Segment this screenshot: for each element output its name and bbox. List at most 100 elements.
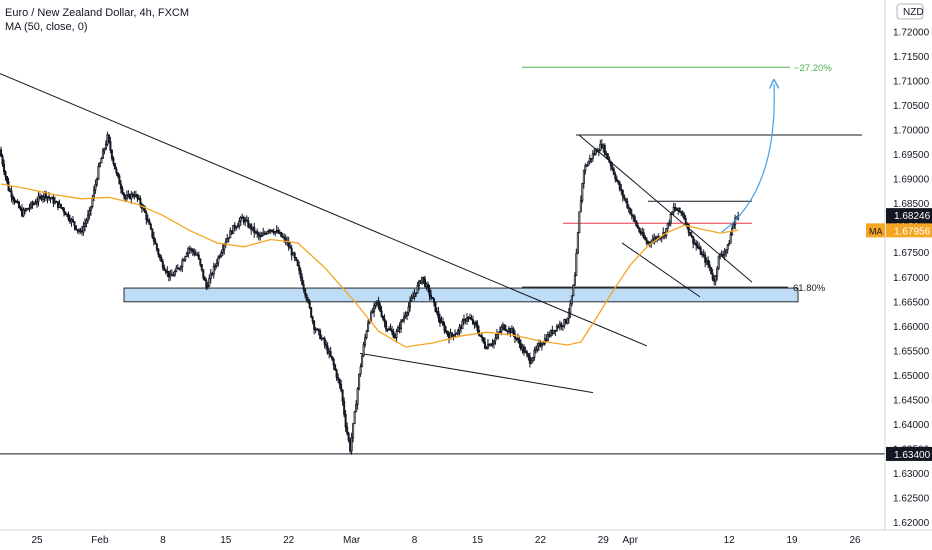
candle [85,217,88,228]
candle [406,311,409,321]
flag-upper-line[interactable] [578,134,753,283]
candle [211,271,214,277]
candle [433,297,436,307]
candle [410,294,413,303]
candle [74,225,77,231]
candle [19,205,22,212]
x-tick-label: Apr [622,535,638,546]
candle [155,243,158,252]
target-label: ~27.20% [794,63,832,74]
candle [690,230,693,239]
candle [440,316,443,324]
flag-lower-line[interactable] [621,242,701,298]
candle [341,389,344,406]
candle [486,338,489,350]
candle [473,321,476,329]
y-tick-label: 1.71000 [893,76,930,87]
candle [253,222,256,238]
candle [722,250,725,258]
candle [188,245,191,255]
candle [587,160,590,166]
candle [434,302,437,313]
candle [548,331,551,338]
candle [638,226,641,234]
candle [308,299,311,310]
candle [344,410,347,432]
candle [442,317,445,327]
candle [349,437,352,454]
candle [233,222,236,232]
candle [407,302,410,316]
candle [572,284,575,297]
candle [170,269,173,276]
candle [38,192,41,200]
candle [707,256,710,269]
candle [235,225,238,231]
candle [68,214,71,225]
candle [346,422,349,436]
candle [606,153,609,160]
candle [332,357,335,370]
candle [720,250,723,257]
candle [179,265,182,272]
candle [555,324,558,332]
candle [128,193,131,200]
candle [313,319,316,335]
candle [67,211,70,222]
candle [591,150,594,163]
candle [600,138,603,150]
candle [260,232,263,237]
candle [409,296,412,312]
y-tick-label: 1.64500 [893,395,930,406]
wedge-lower-line[interactable] [359,352,594,394]
candle [615,175,618,183]
candle [12,194,15,205]
support-zone[interactable] [123,287,799,303]
downtrend-line[interactable] [0,73,648,347]
candle [146,214,149,223]
candle [214,263,217,271]
candle [515,337,518,342]
candle [626,197,629,210]
candle [137,194,140,201]
y-tick-label: 1.66000 [893,322,930,333]
candle [187,246,190,258]
candle [599,139,602,152]
candle [629,207,632,215]
candle [495,328,498,340]
candle [620,183,623,195]
candle [530,357,533,365]
candle [588,154,591,165]
candle [28,203,31,213]
projection-arrow [721,84,774,233]
candle [446,330,449,337]
y-tick-label: 1.67500 [893,248,930,259]
y-tick-label: 1.72000 [893,27,930,38]
candle [52,193,55,208]
candle [65,213,68,217]
candle [668,219,671,227]
candle [560,322,563,331]
candle [319,328,322,340]
candle [729,231,732,244]
candle [337,373,340,384]
candle [229,227,232,239]
candle [621,189,624,202]
candle [164,268,167,275]
candle [33,200,36,206]
candle [704,251,707,268]
candle [92,185,95,202]
candle [557,323,560,329]
candle [304,288,307,299]
currency-badge[interactable]: NZD [896,3,924,20]
candle [527,353,530,361]
candle [430,289,433,301]
candle [91,194,94,209]
candle [131,192,134,198]
candle [70,217,73,227]
x-tick-label: 29 [598,535,610,546]
candle [277,226,280,234]
candle [86,210,89,224]
svg-text:NZD: NZD [903,7,924,18]
